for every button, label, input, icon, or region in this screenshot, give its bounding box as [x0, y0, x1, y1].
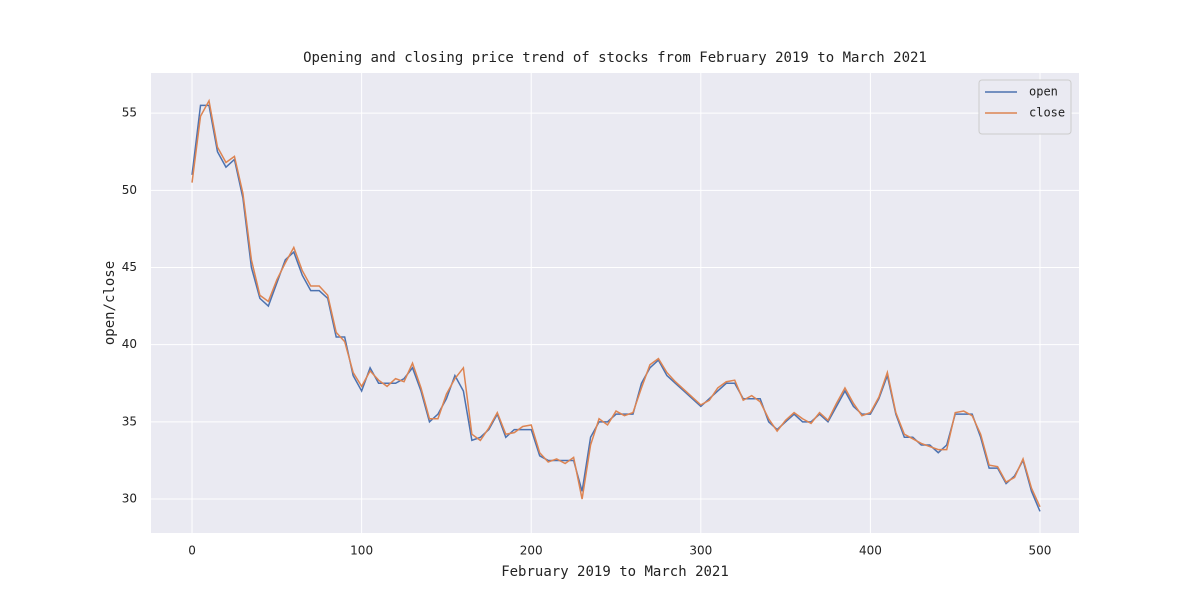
y-tick-label: 30	[122, 492, 137, 506]
series-line	[191, 104, 1041, 512]
x-tick-label: 100	[350, 544, 373, 558]
chart-title: Opening and closing price trend of stock…	[303, 50, 927, 66]
plot-area	[151, 73, 1079, 533]
series-line	[191, 98, 1041, 508]
y-tick-label: 40	[122, 337, 137, 351]
x-tick-label: 400	[859, 544, 882, 558]
x-tick-label: 200	[520, 544, 543, 558]
x-tick-label: 500	[1029, 544, 1052, 558]
x-tick-label: 0	[188, 544, 196, 558]
y-tick-label: 35	[122, 414, 137, 428]
y-tick-label: 45	[122, 260, 137, 274]
y-tick-label: 50	[122, 183, 137, 197]
x-axis-label: February 2019 to March 2021	[501, 564, 729, 580]
legend-label: close	[1029, 106, 1065, 120]
y-axis-label: open/close	[102, 261, 118, 345]
legend: open close	[978, 79, 1072, 135]
legend-label: open	[1029, 85, 1058, 99]
legend-box	[978, 79, 1072, 135]
y-tick-label: 55	[122, 106, 137, 120]
x-tick-label: 300	[689, 544, 712, 558]
